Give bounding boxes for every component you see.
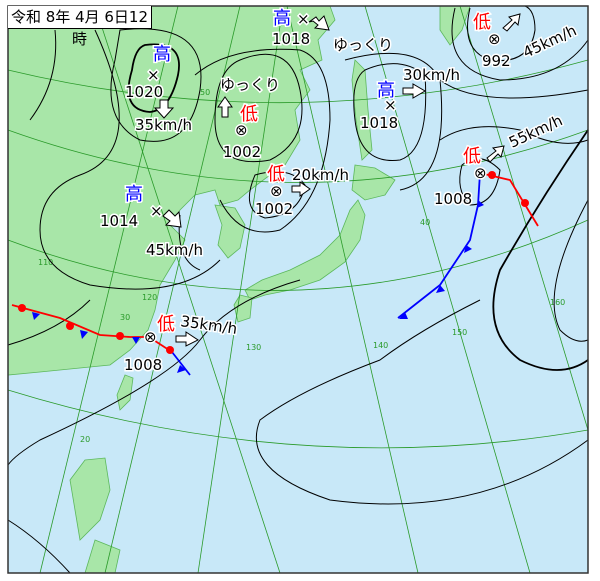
lat-label-20: 20	[80, 435, 90, 444]
high-symbol: 高	[377, 80, 395, 101]
center-circle-x-icon: ⊗	[235, 121, 248, 139]
center-x-icon: ×	[150, 202, 163, 220]
fronts	[11, 171, 539, 376]
center-circle-x-icon: ⊗	[270, 182, 283, 200]
lon-label-150: 150	[452, 328, 467, 337]
arrow-down-icon	[153, 99, 175, 119]
lat-lon-grid	[7, 5, 589, 574]
arrow-up-icon	[217, 96, 233, 118]
low-1002-south: 低 ⊗ 1002 20km/h	[254, 163, 351, 220]
high-symbol: 高	[153, 44, 171, 65]
movement-speed: ゆっくり	[220, 76, 280, 94]
low-symbol: 低	[240, 104, 258, 125]
lat-label-30: 30	[120, 313, 130, 322]
high-1020: 高 × 1020 35km/h	[124, 43, 194, 136]
pressure-value: 1014	[100, 212, 138, 230]
center-x-icon: ×	[384, 96, 397, 114]
lat-label-50: 50	[200, 88, 210, 97]
arrow-right-icon	[291, 181, 311, 197]
movement-speed: 20km/h	[292, 166, 349, 184]
continent	[7, 5, 336, 376]
arrow-right-icon	[175, 331, 199, 347]
movement-speed: 30km/h	[403, 66, 460, 84]
low-symbol: 低	[267, 164, 285, 185]
center-circle-x-icon: ⊗	[488, 30, 501, 48]
center-circle-x-icon: ⊗	[144, 328, 157, 346]
lon-label-160: 160	[550, 298, 565, 307]
lon-label-140: 140	[373, 341, 388, 350]
cold-front-west	[171, 351, 191, 376]
lat-label-40: 40	[420, 218, 430, 227]
movement-speed: 35km/h	[135, 116, 192, 134]
pressure-value: 1008	[124, 356, 162, 374]
pressure-value: 992	[482, 52, 511, 70]
arrow-up-right-icon	[502, 13, 521, 32]
high-1014: 高 × 1014 45km/h	[99, 183, 205, 261]
lon-label-130: 130	[246, 343, 261, 352]
center-circle-x-icon: ⊗	[474, 164, 487, 182]
grid-labels: 50 40 30 20 110 120 130 140 150 160	[38, 88, 565, 444]
arrow-down-right-icon	[162, 209, 182, 228]
pressure-value: 1008	[434, 190, 472, 208]
map-frame	[7, 5, 589, 574]
low-1002-north: 低 ⊗ 1002 ゆっくり	[217, 75, 282, 163]
low-symbol: 低	[463, 146, 481, 167]
movement-speed: 45km/h	[146, 241, 203, 259]
high-symbol: 高	[125, 184, 143, 205]
low-symbol: 低	[473, 12, 491, 33]
lon-label-110: 110	[38, 258, 53, 267]
arrow-right-icon	[308, 15, 330, 31]
pressure-value: 1018	[272, 30, 310, 48]
taiwan	[116, 374, 134, 411]
cold-front-east	[397, 172, 481, 319]
pressure-value: 1002	[255, 200, 293, 218]
movement-speed: ゆっくり	[333, 36, 393, 54]
arrow-right-icon	[402, 83, 426, 99]
map-title: 令和 8年 4月 6日12時	[8, 6, 152, 48]
low-symbol: 低	[157, 314, 175, 335]
arrow-up-right-icon	[486, 145, 505, 163]
high-1018-east: 高 × 1018 30km/h	[359, 65, 462, 134]
pressure-value: 1018	[360, 114, 398, 132]
pressure-value: 1020	[125, 83, 163, 101]
hokkaido	[351, 164, 396, 201]
lon-label-120: 120	[142, 293, 157, 302]
center-x-icon: ×	[297, 10, 310, 28]
isobars	[7, 5, 589, 574]
korea	[214, 204, 246, 259]
pressure-value: 1002	[223, 143, 261, 161]
sakhalin	[351, 59, 373, 161]
center-x-icon: ×	[147, 66, 160, 84]
high-1018-north: 高 × 1018 ゆっくり	[271, 7, 395, 56]
high-symbol: 高	[273, 8, 291, 29]
